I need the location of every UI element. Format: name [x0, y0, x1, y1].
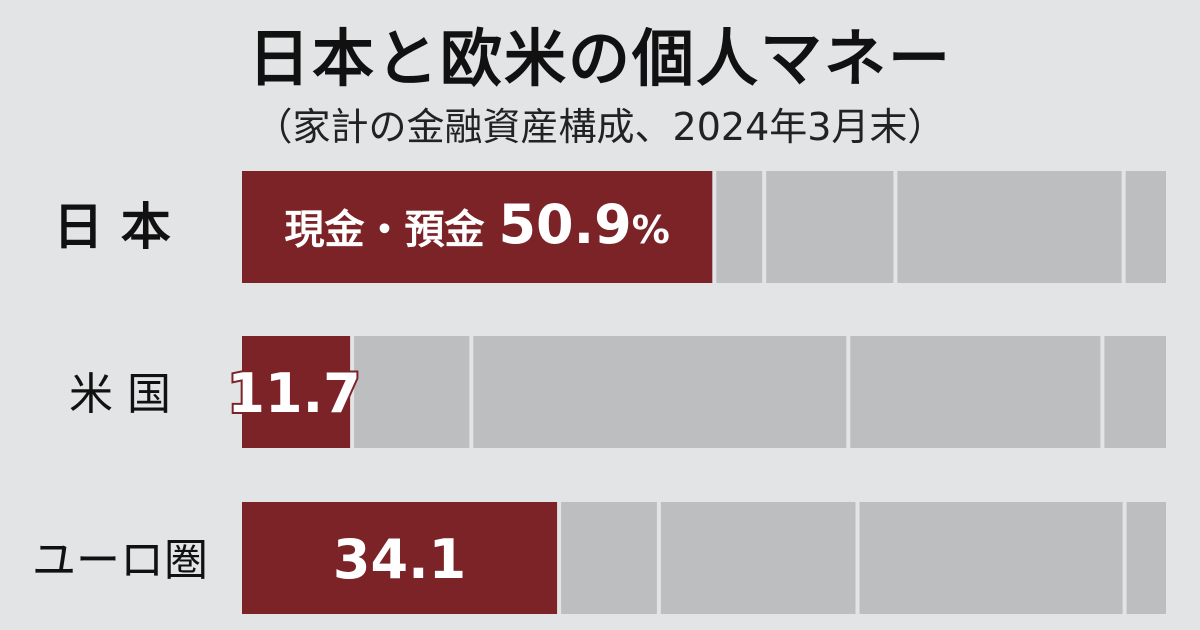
- category-label: ユーロ圏: [32, 535, 208, 586]
- bar-segment-other_4: [1104, 336, 1166, 448]
- bar-segment-other_3: [859, 502, 1123, 614]
- bar-segment-other_2: [473, 336, 847, 448]
- data-label: 34.1: [333, 528, 466, 591]
- bar-segment-cash_deposits: [242, 502, 558, 614]
- chart-subtitle: （家計の金融資産構成、2024年3月末）: [254, 105, 946, 149]
- bar-segment-cash_deposits: [242, 336, 351, 448]
- data-label: 11.7: [227, 362, 360, 425]
- bar-segment-other_1: [561, 502, 657, 614]
- bar-segment-other_4: [1125, 171, 1166, 283]
- chart-title: 日本と欧米の個人マネー: [247, 22, 952, 95]
- category-label: 米 国: [69, 369, 171, 420]
- bar-segment-other_2: [766, 171, 894, 283]
- category-label: 日 本: [53, 198, 170, 256]
- bar-segment-other_3: [897, 171, 1122, 283]
- data-label: 現金・預金 50.9%: [285, 193, 670, 256]
- bar-segment-other_2: [660, 502, 856, 614]
- bar-segment-other_3: [850, 336, 1101, 448]
- bar-segment-other_1: [354, 336, 470, 448]
- bar-segment-other_4: [1126, 502, 1166, 614]
- bar-segment-other_1: [716, 171, 763, 283]
- bar-segment-cash_deposits: [242, 171, 713, 283]
